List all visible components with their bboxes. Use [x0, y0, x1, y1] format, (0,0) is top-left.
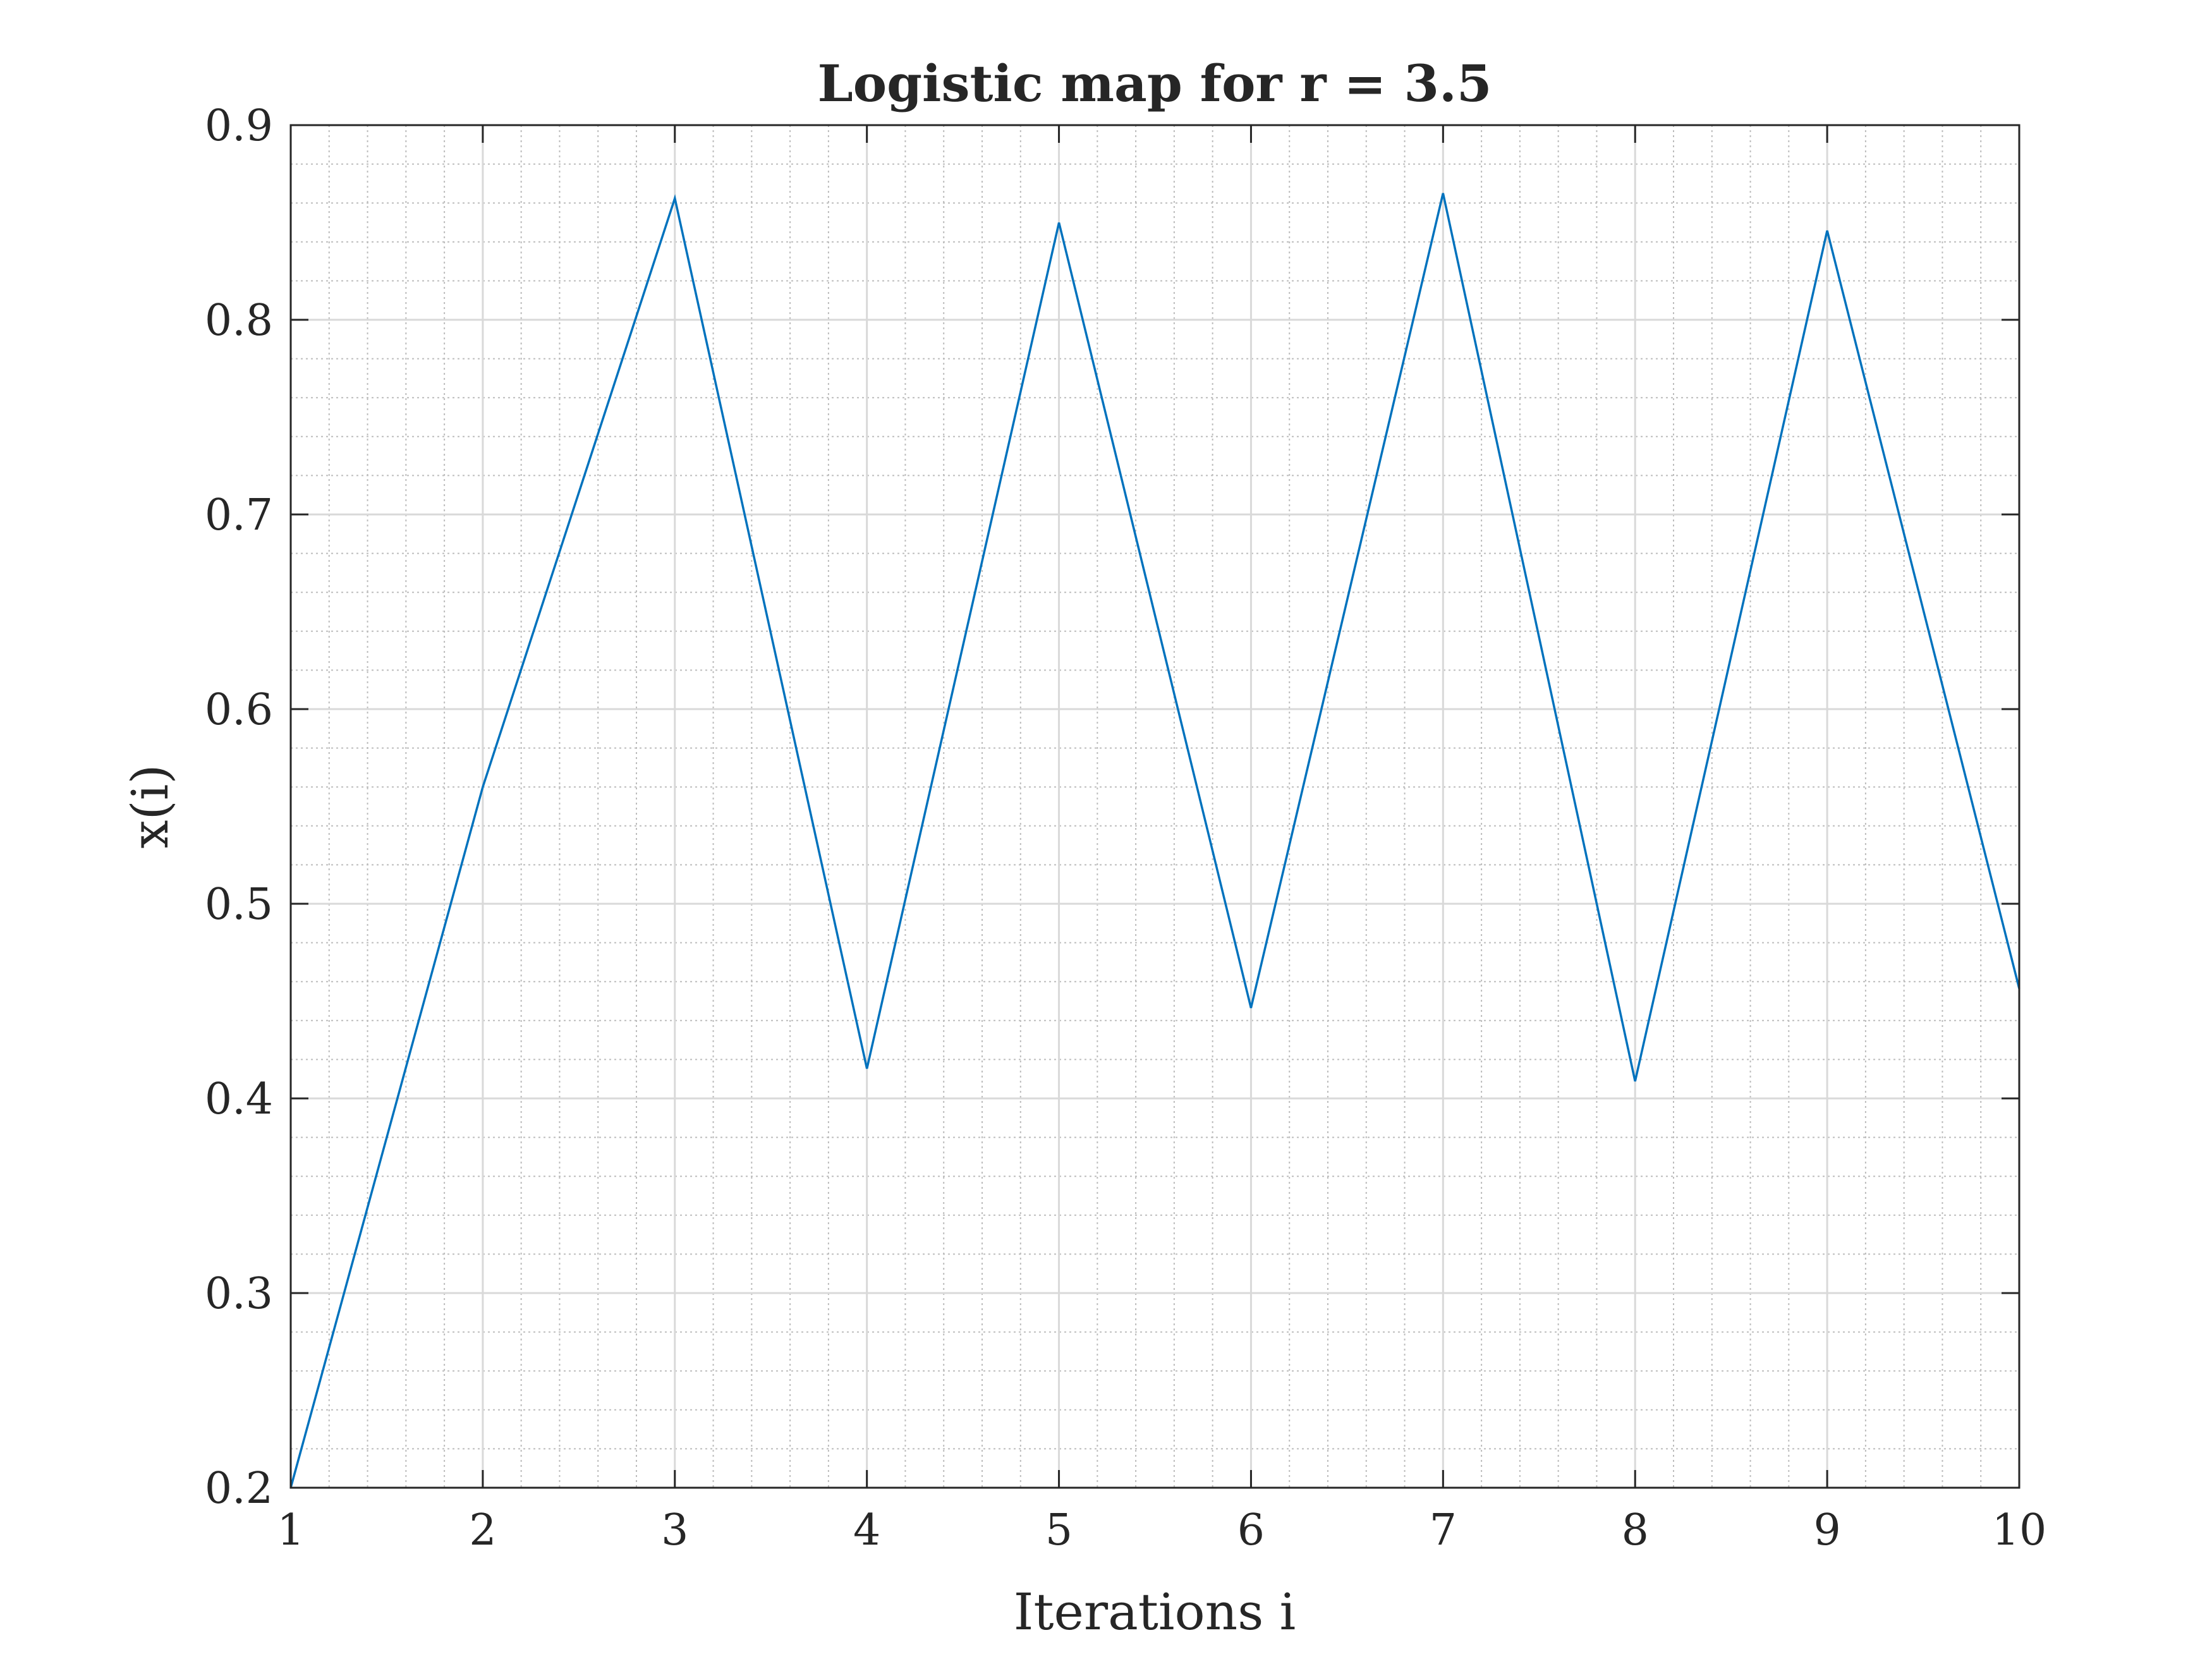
- y-tick-label: 0.3: [205, 1269, 273, 1319]
- x-tick-label: 8: [1622, 1505, 1649, 1555]
- series-layer: [289, 193, 2021, 1488]
- x-axis-label: Iterations i: [1014, 1583, 1296, 1641]
- series-line: [289, 193, 2021, 1488]
- y-tick-label: 0.5: [205, 880, 273, 930]
- plot-area-background: [291, 125, 2019, 1488]
- y-tick-label: 0.7: [205, 490, 273, 540]
- y-tick-label: 0.9: [205, 101, 273, 151]
- x-tick-label: 4: [853, 1505, 880, 1555]
- x-tick-label: 7: [1430, 1505, 1457, 1555]
- x-tick-label: 3: [661, 1505, 688, 1555]
- x-tick-label: 6: [1237, 1505, 1265, 1555]
- y-tick-label: 0.2: [205, 1464, 273, 1514]
- plot-area-frame: [289, 124, 2021, 1489]
- y-tick-label: 0.6: [205, 685, 273, 735]
- x-tick-label: 9: [1813, 1505, 1840, 1555]
- x-tick-label: 5: [1045, 1505, 1073, 1555]
- y-tick-label: 0.4: [205, 1074, 273, 1124]
- chart-title: Logistic map for r = 3.5: [818, 54, 1492, 113]
- axis-ticks: [289, 124, 2021, 1489]
- axis-tick-labels: 1 2 3 4 5 6 7 8 9 10 0.2 0.3 0.4 0.5 0.6 0.7 0.8 0.9: [205, 101, 2046, 1555]
- y-axis-label: x(i): [121, 764, 179, 848]
- x-tick-label: 2: [469, 1505, 496, 1555]
- x-tick-label: 1: [277, 1505, 304, 1555]
- x-tick-label: 10: [1992, 1505, 2047, 1555]
- y-tick-label: 0.8: [205, 296, 273, 346]
